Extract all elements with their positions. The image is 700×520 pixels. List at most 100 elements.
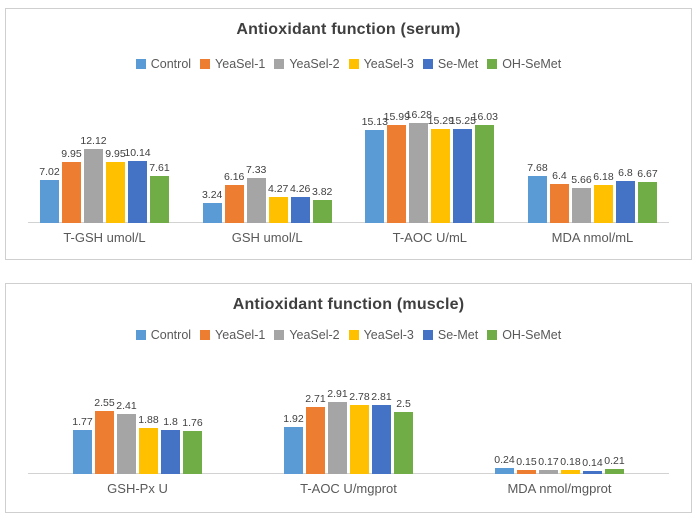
category-label: T-AOC U/mL [392, 230, 468, 245]
bar-group-oh-semet: 3.82 [311, 186, 333, 223]
bar [583, 471, 602, 474]
legend-swatch-icon [200, 59, 211, 69]
legend-label: Se-Met [437, 328, 479, 342]
bar-group-yeasel-2: 5.66 [571, 174, 592, 223]
muscle-chart-panel: Antioxidant function (muscle) Control Yea… [5, 283, 692, 513]
bar-cluster: 0.24 0.15 0.17 0.18 0.14 0.21 [494, 454, 625, 474]
data-label: 0.17 [538, 456, 559, 468]
data-label: 6.4 [552, 170, 567, 182]
data-label: 0.14 [582, 457, 603, 469]
legend-label: YeaSel-2 [289, 57, 340, 71]
legend-swatch-icon [135, 330, 146, 340]
category-axis-muscle: GSH-Px U T-AOC U/mgprot MDA nmol/mgprot [28, 481, 669, 496]
data-label: 1.88 [138, 414, 159, 426]
bar-group-oh-semet: 6.67 [637, 168, 658, 223]
category-label: T-AOC U/mgprot [300, 481, 397, 496]
data-label: 2.78 [349, 391, 370, 403]
legend-item-se-met: Se-Met [422, 57, 478, 71]
data-label: 4.26 [289, 183, 311, 195]
bar-group-yeasel-2: 16.28 [406, 109, 432, 223]
legend-swatch-icon [422, 59, 433, 69]
bar-group-control: 7.02 [39, 166, 60, 223]
bar [246, 178, 266, 223]
bar-group-control: 3.24 [201, 189, 223, 223]
legend-item-yeasel-1: YeaSel-1 [200, 328, 265, 342]
data-label: 15.99 [383, 111, 410, 123]
bar [571, 188, 591, 223]
bar [431, 129, 451, 223]
data-label: 9.95 [61, 148, 82, 160]
bar-group-control: 1.92 [283, 413, 304, 474]
category-axis-serum: T-GSH umol/L GSH umol/L T-AOC U/mL MDA nmol… [28, 230, 669, 245]
data-label: 6.8 [618, 167, 633, 179]
bar-group-yeasel-1: 6.16 [223, 171, 245, 223]
bar [387, 125, 407, 223]
x-axis-line [28, 473, 669, 474]
bar [202, 203, 222, 223]
bar [290, 197, 310, 223]
bar-group-yeasel-2: 7.33 [245, 164, 267, 223]
bar-group-yeasel-1: 2.71 [305, 393, 326, 474]
legend-item-yeasel-2: YeaSel-2 [274, 328, 340, 342]
legend-item-control: Control [135, 57, 191, 71]
bar-group-yeasel-2: 12.12 [80, 135, 107, 223]
bar [117, 414, 136, 474]
data-label: 2.71 [305, 393, 326, 405]
legend-label: YeaSel-3 [363, 328, 414, 342]
bar [517, 470, 536, 474]
legend-label: YeaSel-2 [289, 328, 340, 342]
data-label: 0.15 [516, 456, 537, 468]
data-label: 7.33 [245, 164, 267, 176]
bar [372, 405, 391, 474]
chart-title-serum: Antioxidant function (serum) [236, 21, 461, 38]
bar-group-yeasel-3: 9.95 [105, 148, 126, 223]
legend-swatch-icon [487, 59, 498, 69]
legend-swatch-icon [487, 330, 498, 340]
bar [40, 180, 59, 223]
category-label: GSH umol/L [231, 230, 303, 245]
bar [394, 412, 413, 474]
data-label: 3.24 [201, 189, 223, 201]
bar-group-se-met: 2.81 [371, 391, 392, 474]
data-label: 7.68 [527, 162, 548, 174]
bar-group-yeasel-3: 15.29 [428, 115, 454, 223]
bar [95, 411, 114, 474]
bar [161, 430, 180, 474]
bar [365, 130, 385, 223]
data-label: 2.41 [116, 400, 137, 412]
bar-cluster: 3.24 6.16 7.33 4.27 4.26 3.82 [201, 164, 333, 223]
bar [539, 470, 558, 474]
bar-group-yeasel-3: 4.27 [268, 183, 288, 223]
legend-item-oh-semet: OH-SeMet [487, 57, 561, 71]
category-label: GSH-Px U [107, 481, 168, 496]
bar-group-oh-semet: 0.21 [604, 455, 625, 474]
bar [495, 468, 514, 474]
bar-group-control: 0.24 [494, 454, 515, 474]
bar-group-oh-semet: 16.03 [472, 111, 498, 223]
data-label: 6.67 [637, 168, 658, 180]
data-label: 3.82 [311, 186, 333, 198]
bar-group-yeasel-1: 6.4 [549, 170, 569, 223]
plot-area-serum: 7.02 9.95 12.12 9.95 10.14 7.61 3.24 6.16 7.33 4.… [28, 107, 669, 223]
category-label: MDA nmol/mL [551, 230, 634, 245]
legend-item-control: Control [135, 328, 191, 342]
bar-group-yeasel-2: 2.91 [327, 388, 348, 474]
data-label: 6.16 [223, 171, 245, 183]
bar [593, 185, 613, 223]
bar [150, 176, 169, 223]
bar [306, 407, 325, 474]
serum-chart-panel: Antioxidant function (serum) Control YeaS… [5, 8, 692, 260]
data-label: 10.14 [124, 147, 151, 159]
bar-group-yeasel-2: 2.41 [116, 400, 137, 474]
data-label: 5.66 [571, 174, 592, 186]
bar [475, 125, 495, 223]
bar-group-se-met: 6.8 [615, 167, 635, 223]
bar-clusters-muscle: 1.77 2.55 2.41 1.88 1.8 1.76 1.92 2.71 2.91 2.78 2… [28, 386, 669, 474]
legend-label: YeaSel-1 [215, 328, 266, 342]
bar-group-yeasel-2: 0.17 [538, 456, 559, 474]
bar-group-se-met: 15.25 [450, 115, 476, 223]
bar-group-yeasel-1: 0.15 [516, 456, 537, 474]
bar-group-oh-semet: 1.76 [182, 417, 203, 474]
data-label: 1.77 [72, 416, 93, 428]
data-label: 7.61 [149, 162, 170, 174]
